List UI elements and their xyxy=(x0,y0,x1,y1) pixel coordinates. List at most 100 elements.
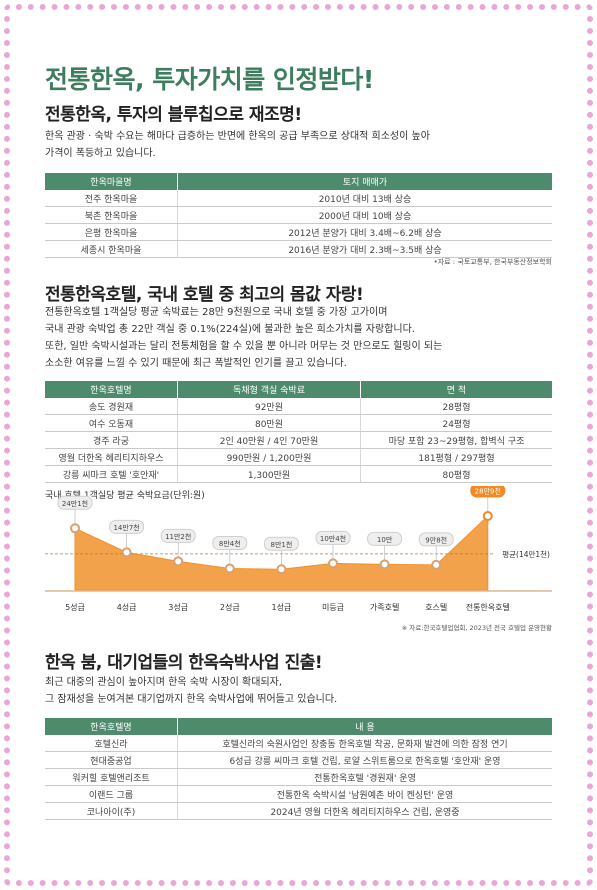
section-heading: 전통한옥호텔, 국내 호텔 중 최고의 몸값 자랑! xyxy=(45,285,364,305)
paragraph: 한옥 관광 · 숙박 수요는 해마다 급증하는 반면에 한옥의 공급 부족으로 … xyxy=(45,128,552,162)
value-label: 28만9천 xyxy=(475,487,501,496)
average-label: 평균(14만1천) xyxy=(502,549,550,559)
chart-source: ※ 자료:한국호텔업협회, 2023년 전국 호텔업 운영현황 xyxy=(402,623,552,632)
table-row: 세종시 한옥마을 2016년 분양가 대비 2.3배~3.5배 상승 xyxy=(45,240,552,258)
table-cell: 2인 40만원 / 4인 70만원 xyxy=(177,431,361,449)
source-note: •자료 : 국토교통부, 한국부동산정보학회 xyxy=(433,258,552,266)
value-label: 14만7천 xyxy=(113,523,139,532)
value-label-box xyxy=(418,532,454,547)
table-cell: 북촌 한옥마을 xyxy=(45,206,178,224)
x-tick-label: 2성급 xyxy=(220,603,240,612)
table-cell: 990만원 / 1,200만원 xyxy=(177,448,361,466)
table-header-row: 한옥마을명 토지 매매가 xyxy=(45,173,552,190)
data-table: 한옥호텔명 독채형 객실 숙박료 면 적 송도 경원재 92만원 28평형 여수 오동재 80… xyxy=(45,381,552,483)
table-cell: 80평형 xyxy=(360,465,552,483)
table-header-row: 한옥호텔명 독채형 객실 숙박료 면 적 xyxy=(45,381,552,398)
table-cell: 세종시 한옥마을 xyxy=(45,240,178,258)
table-header-cell: 내 용 xyxy=(177,718,552,735)
table-cell: 마당 포함 23~29평형, 합벽식 구조 xyxy=(360,431,552,449)
value-label: 11만2천 xyxy=(165,532,191,541)
table-cell: 여수 오동재 xyxy=(45,414,178,432)
table-row: 송도 경원재 92만원 28평형 xyxy=(45,398,552,415)
x-tick-label: 전통한옥호텔 xyxy=(466,602,510,612)
value-label-box xyxy=(470,486,506,498)
value-label-box xyxy=(109,519,145,534)
table-cell: 92만원 xyxy=(177,398,361,415)
table-row: 영월 더한옥 헤리티지하우스 990만원 / 1,200만원 181평형 / 297… xyxy=(45,448,552,466)
section-heading: 전통한옥, 투자의 블루칩으로 재조명! xyxy=(45,105,302,125)
table-cell: 2024년 영월 더한옥 헤리티지하우스 건립, 운영중 xyxy=(177,802,552,820)
table-cell: 28평형 xyxy=(360,398,552,415)
table-cell: 송도 경원재 xyxy=(45,398,178,415)
value-label-box xyxy=(160,528,196,543)
table-cell: 전통한옥 숙박시설 '남원예촌 바이 켄싱턴' 운영 xyxy=(177,785,552,803)
table-row: 이랜드 그룹 전통한옥 숙박시설 '남원예촌 바이 켄싱턴' 운영 xyxy=(45,785,552,803)
data-point xyxy=(70,523,80,534)
table-cell: 현대중공업 xyxy=(45,751,178,769)
table-row: 은평 한옥마을 2012년 분양가 대비 3.4배~6.2배 상승 xyxy=(45,223,552,241)
table-cell: 강릉 씨마크 호텔 '호안재' xyxy=(45,465,178,483)
value-label-box xyxy=(263,536,299,551)
x-tick-label: 가족호텔 xyxy=(370,603,399,612)
data-point xyxy=(276,564,287,575)
data-point xyxy=(379,559,390,570)
x-tick-label: 1성급 xyxy=(271,603,291,612)
value-label: 9만8천 xyxy=(425,535,447,544)
data-table: 한옥호텔명 내 용 호텔신라 호텔신라의 숙원사업인 장충동 한옥호텔 착공, 문화재… xyxy=(45,718,552,820)
paragraph-line: 소소한 여유를 느낄 수 있기 때문에 최근 폭발적인 인기를 끌고 있습니다. xyxy=(45,358,347,369)
table-cell: 코나아이(주) xyxy=(45,802,178,820)
table-row: 여수 오동재 80만원 24평형 xyxy=(45,414,552,432)
paragraph-line: 최근 대중의 관심이 높아지며 한옥 숙박 시장이 확대되자, xyxy=(45,677,283,688)
data-point xyxy=(224,563,235,574)
table-cell: 2000년 대비 10배 상승 xyxy=(177,206,552,224)
paragraph-line: 한옥 관광 · 숙박 수요는 해마다 급증하는 반면에 한옥의 공급 부족으로 … xyxy=(45,131,430,142)
value-label: 24만1천 xyxy=(62,499,88,508)
page-title: 전통한옥, 투자가치를 인정받다! xyxy=(45,65,374,94)
table-cell: 2010년 대비 13배 상승 xyxy=(177,190,552,207)
table-row: 경주 라궁 2인 40만원 / 4인 70만원 마당 포함 23~29평형, 합벽식… xyxy=(45,431,552,449)
table-row: 워커힐 호텔앤리조트 전통한옥호텔 '경원재' 운영 xyxy=(45,768,552,786)
table-cell: 2012년 분양가 대비 3.4배~6.2배 상승 xyxy=(177,223,552,241)
table-cell: 전통한옥호텔 '경원재' 운영 xyxy=(177,768,552,786)
data-table: 한옥마을명 토지 매매가 전주 한옥마을 2010년 대비 13배 상승 북촌 한옥마을… xyxy=(45,173,552,258)
value-label-box xyxy=(57,495,93,510)
table-row: 전주 한옥마을 2010년 대비 13배 상승 xyxy=(45,190,552,207)
table-row: 현대중공업 6성급 강릉 씨마크 호텔 건립, 로얄 스위트룸으로 한옥호텔 '호… xyxy=(45,751,552,769)
table-cell: 경주 라궁 xyxy=(45,431,178,449)
table-cell: 80만원 xyxy=(177,414,361,432)
data-point xyxy=(431,559,442,570)
chart-baseline-band xyxy=(45,590,552,592)
table-cell: 은평 한옥마을 xyxy=(45,223,178,241)
table-cell: 24평형 xyxy=(360,414,552,432)
table-header-cell: 면 적 xyxy=(360,381,552,398)
table-cell: 호텔신라 xyxy=(45,735,178,752)
table-cell: 2016년 분양가 대비 2.3배~3.5배 상승 xyxy=(177,240,552,258)
paragraph: 최근 대중의 관심이 높아지며 한옥 숙박 시장이 확대되자, 그 잠재성을 눈여… xyxy=(45,674,552,708)
x-tick-label: 4성급 xyxy=(117,603,137,612)
table-row: 코나아이(주) 2024년 영월 더한옥 헤리티지하우스 건립, 운영중 xyxy=(45,802,552,820)
table-header-cell: 한옥호텔명 xyxy=(45,718,178,735)
table-cell: 6성급 강릉 씨마크 호텔 건립, 로얄 스위트룸으로 한옥호텔 '호안재' 운… xyxy=(177,751,552,769)
value-label: 10만 xyxy=(377,535,393,544)
table-header-cell: 한옥호텔명 xyxy=(45,381,178,398)
paragraph-line: 그 잠재성을 눈여겨본 대기업까지 한옥 숙박사업에 뛰어들고 있습니다. xyxy=(45,694,338,705)
value-label: 8만4천 xyxy=(219,539,241,548)
table-cell: 영월 더한옥 헤리티지하우스 xyxy=(45,448,178,466)
table-header-row: 한옥호텔명 내 용 xyxy=(45,718,552,735)
paragraph-line: 가격이 폭등하고 있습니다. xyxy=(45,148,156,159)
value-label: 8만1천 xyxy=(271,540,293,549)
area xyxy=(74,514,489,591)
table-cell: 워커힐 호텔앤리조트 xyxy=(45,768,178,786)
table-cell: 1,300만원 xyxy=(177,465,361,483)
table-header-cell: 한옥마을명 xyxy=(45,173,178,190)
value-label: 10만4천 xyxy=(320,534,346,543)
x-tick-label: 호스텔 xyxy=(425,603,447,612)
paragraph: 전통한옥호텔 1객실당 평균 숙박료는 28만 9천원으로 국내 호텔 중 가장… xyxy=(45,304,552,372)
table-cell: 181평형 / 297평형 xyxy=(360,448,552,466)
table-cell: 이랜드 그룹 xyxy=(45,785,178,803)
x-tick-label: 3성급 xyxy=(168,603,188,612)
data-point xyxy=(482,511,493,521)
value-label-box xyxy=(212,535,248,550)
chart: 국내 호텔 1객실당 평균 숙박요금(단위:원)평균(14만1천)24만1천5성… xyxy=(45,486,552,632)
